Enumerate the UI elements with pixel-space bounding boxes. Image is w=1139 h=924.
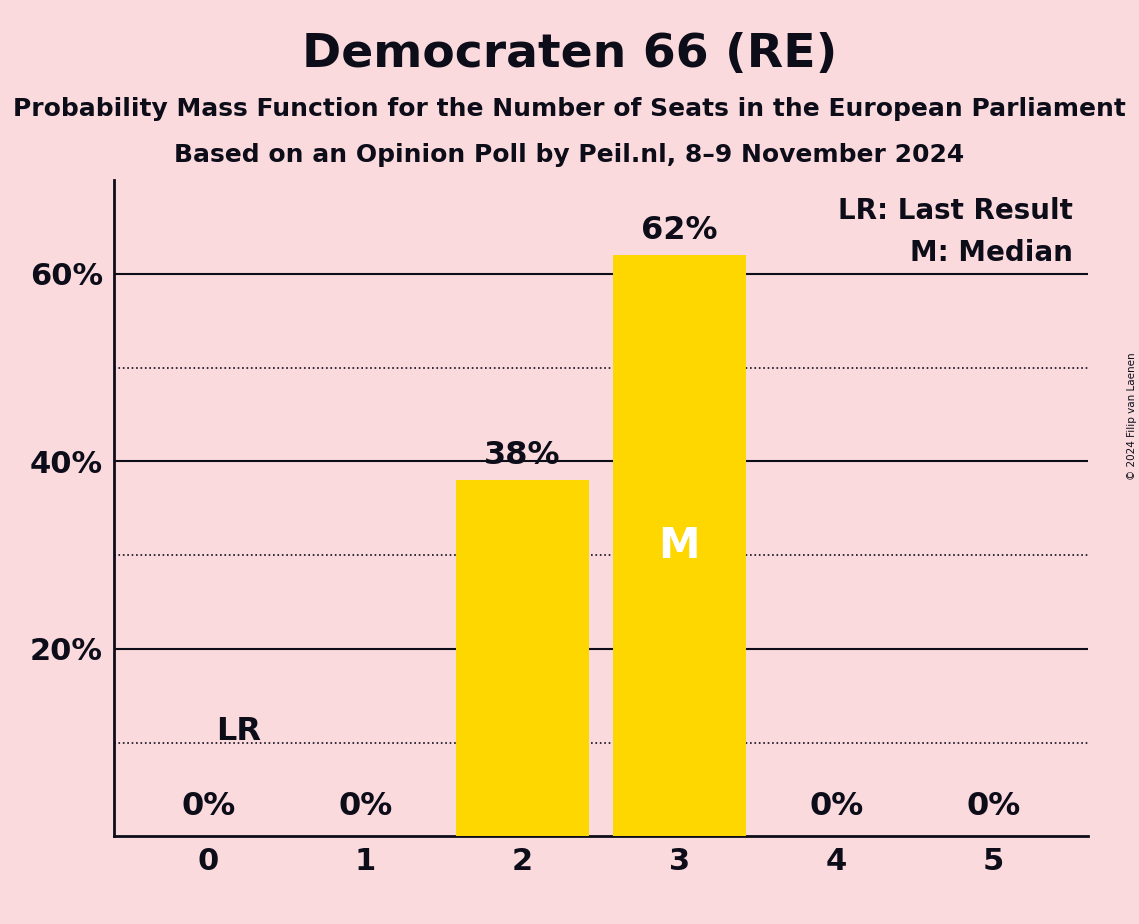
Text: 0%: 0% bbox=[338, 791, 392, 822]
Text: Democraten 66 (RE): Democraten 66 (RE) bbox=[302, 32, 837, 78]
Text: © 2024 Filip van Laenen: © 2024 Filip van Laenen bbox=[1126, 352, 1137, 480]
Text: LR: Last Result: LR: Last Result bbox=[838, 197, 1073, 225]
Text: 0%: 0% bbox=[810, 791, 863, 822]
Text: 38%: 38% bbox=[484, 440, 560, 470]
Text: LR: LR bbox=[216, 716, 261, 748]
Text: 0%: 0% bbox=[181, 791, 236, 822]
Bar bbox=[613, 255, 746, 836]
Bar bbox=[456, 480, 589, 836]
Text: M: Median: M: Median bbox=[910, 239, 1073, 267]
Text: M: M bbox=[658, 525, 700, 566]
Text: 62%: 62% bbox=[641, 214, 718, 246]
Text: Probability Mass Function for the Number of Seats in the European Parliament: Probability Mass Function for the Number… bbox=[13, 97, 1126, 121]
Text: Based on an Opinion Poll by Peil.nl, 8–9 November 2024: Based on an Opinion Poll by Peil.nl, 8–9… bbox=[174, 143, 965, 167]
Text: 0%: 0% bbox=[966, 791, 1021, 822]
